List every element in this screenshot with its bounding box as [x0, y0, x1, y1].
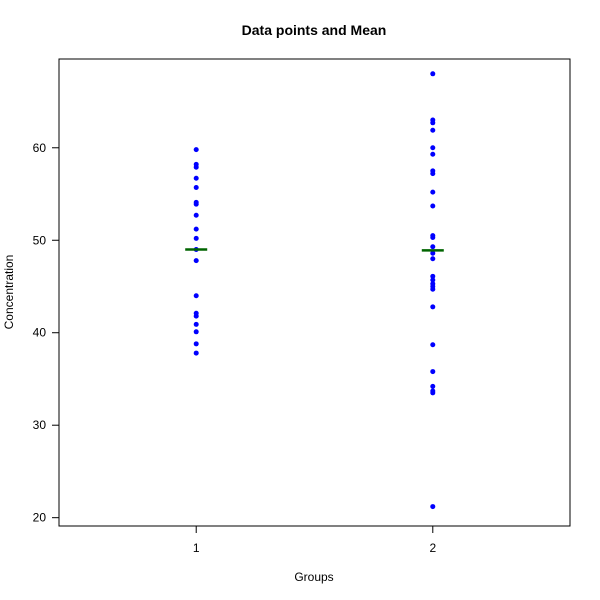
- data-point: [430, 342, 436, 348]
- y-axis: 20 30 40 50 60: [33, 141, 59, 525]
- data-point: [193, 226, 199, 232]
- data-point: [430, 171, 436, 177]
- data-point: [430, 71, 436, 77]
- y-tick-label: 40: [33, 326, 47, 340]
- y-tick-label: 50: [33, 233, 47, 247]
- data-point: [430, 256, 436, 262]
- plot-frame: [58, 58, 571, 527]
- data-point: [430, 383, 436, 389]
- y-tick-label: 60: [33, 141, 47, 155]
- data-point: [430, 234, 436, 240]
- data-point: [193, 201, 199, 207]
- data-point: [193, 313, 199, 319]
- data-points: [193, 71, 436, 510]
- y-tick-label: 30: [33, 418, 47, 432]
- data-point: [193, 341, 199, 347]
- data-point: [430, 151, 436, 157]
- data-point: [193, 212, 199, 218]
- data-point: [193, 235, 199, 241]
- data-point: [430, 127, 436, 133]
- data-point: [193, 175, 199, 181]
- chart-title: Data points and Mean: [242, 22, 387, 38]
- data-point: [430, 390, 436, 396]
- data-point: [193, 258, 199, 264]
- data-point: [430, 250, 436, 256]
- data-point: [193, 321, 199, 327]
- data-point: [193, 185, 199, 191]
- data-point: [430, 203, 436, 209]
- data-point: [430, 273, 436, 279]
- data-point: [193, 164, 199, 170]
- x-tick-label: 1: [193, 541, 200, 555]
- data-point: [430, 369, 436, 375]
- data-point: [430, 286, 436, 292]
- x-axis-label: Groups: [294, 570, 333, 584]
- data-point: [193, 147, 199, 153]
- data-point: [193, 293, 199, 299]
- data-point: [193, 329, 199, 335]
- data-point: [430, 145, 436, 151]
- y-axis-label: Concentration: [2, 255, 16, 330]
- data-point: [430, 244, 436, 250]
- y-tick-label: 20: [33, 511, 47, 525]
- data-point: [430, 120, 436, 126]
- mean-lines: [185, 248, 444, 252]
- data-point: [430, 189, 436, 195]
- data-point: [430, 277, 436, 283]
- x-tick-label: 2: [429, 541, 436, 555]
- data-point: [193, 350, 199, 356]
- data-point: [430, 504, 436, 510]
- data-point: [430, 304, 436, 310]
